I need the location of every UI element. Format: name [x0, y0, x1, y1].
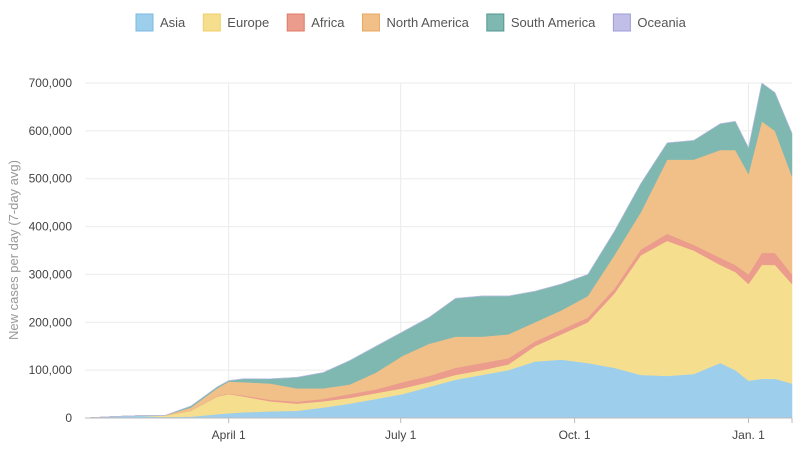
legend-item-north-america: North America: [361, 13, 470, 32]
area-oceania: [84, 82, 793, 419]
y-tick-label: 400,000: [29, 220, 73, 234]
x-tick-label: Jan. 1: [732, 428, 765, 442]
legend-swatch: [286, 13, 305, 32]
legend-item-europe: Europe: [202, 13, 269, 32]
x-tick-label: July 1: [385, 428, 417, 442]
legend-label: North America: [386, 15, 469, 30]
y-tick-label: 300,000: [29, 267, 73, 281]
legend-label: South America: [511, 15, 596, 30]
gridlines: [85, 82, 792, 418]
legend-label: Africa: [311, 15, 345, 30]
legend-swatch: [612, 13, 631, 32]
legend-item-africa: Africa: [286, 13, 345, 32]
y-axis-label: New cases per day (7-day avg): [6, 160, 21, 340]
legend-swatch: [135, 13, 154, 32]
x-tick-label: April 1: [212, 428, 246, 442]
y-tick-label: 100,000: [29, 363, 73, 377]
legend-swatch: [361, 13, 380, 32]
legend-item-south-america: South America: [486, 13, 596, 32]
legend-item-asia: Asia: [135, 13, 186, 32]
y-tick-label: 600,000: [29, 124, 73, 138]
y-tick-label: 500,000: [29, 172, 73, 186]
y-tick-label: 0: [65, 411, 72, 425]
y-tick-label: 200,000: [29, 315, 73, 329]
legend-label: Oceania: [637, 15, 686, 30]
legend-swatch: [202, 13, 221, 32]
legend-label: Europe: [227, 15, 269, 30]
legend-item-oceania: Oceania: [612, 13, 687, 32]
axes: 0 100,000 200,000 300,000 400,000 500,000 600,…: [29, 76, 793, 442]
x-tick-label: Oct. 1: [559, 428, 591, 442]
series-areas: [84, 82, 793, 419]
y-tick-label: 700,000: [29, 76, 73, 90]
legend-label: Asia: [160, 15, 186, 30]
legend: Asia Europe Africa North America South Ameri…: [135, 13, 687, 32]
legend-swatch: [486, 13, 505, 32]
